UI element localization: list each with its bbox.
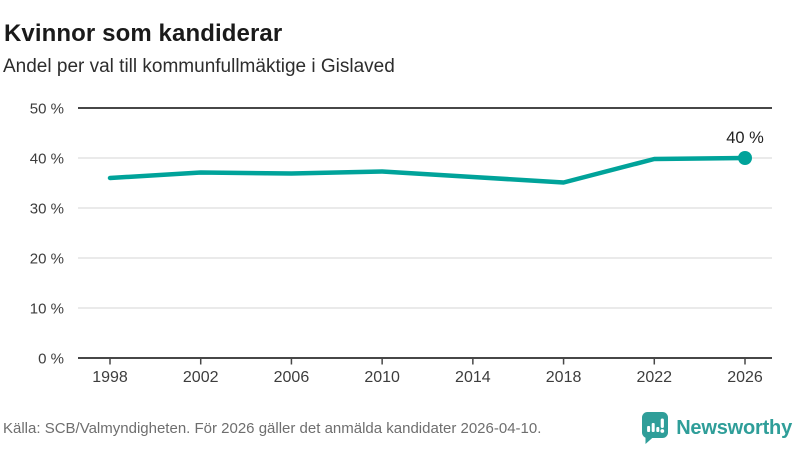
y-tick-label: 50 %: [30, 101, 64, 118]
footer: Källa: SCB/Valmyndigheten. För 2026 gäll…: [0, 410, 800, 446]
x-tick-label: 2026: [727, 369, 763, 386]
newsworthy-logo: Newsworthy: [641, 412, 792, 444]
x-tick-label: 2014: [455, 369, 491, 386]
x-tick-label: 2002: [183, 369, 219, 386]
brand-name: Newsworthy: [676, 416, 792, 439]
data-line: [107, 155, 748, 185]
x-tick-label: 2010: [364, 369, 400, 386]
chart-subtitle: Andel per val till kommunfullmäktige i G…: [3, 56, 395, 77]
data-point-latest: [738, 151, 752, 165]
x-tick-label: 2022: [636, 369, 672, 386]
y-tick-label: 10 %: [30, 301, 64, 318]
y-tick-label: 40 %: [30, 151, 64, 168]
y-tick-label: 0 %: [38, 351, 64, 368]
y-tick-label: 30 %: [30, 201, 64, 218]
newsworthy-bubble-chart-icon: [642, 412, 669, 444]
x-tick-label: 1998: [92, 369, 128, 386]
page-title: Kvinnor som kandiderar: [4, 20, 283, 48]
x-tick-label: 2018: [546, 369, 582, 386]
source-note: Källa: SCB/Valmyndigheten. För 2026 gäll…: [3, 419, 542, 437]
y-tick-label: 20 %: [30, 251, 64, 268]
data-point-annotation: 40 %: [726, 129, 764, 147]
line-chart: 0 % 10 % 20 % 30 % 40 % 50 % 1998 2002 2006 2010 2…: [30, 101, 772, 386]
x-tick-label: 2006: [274, 369, 310, 386]
